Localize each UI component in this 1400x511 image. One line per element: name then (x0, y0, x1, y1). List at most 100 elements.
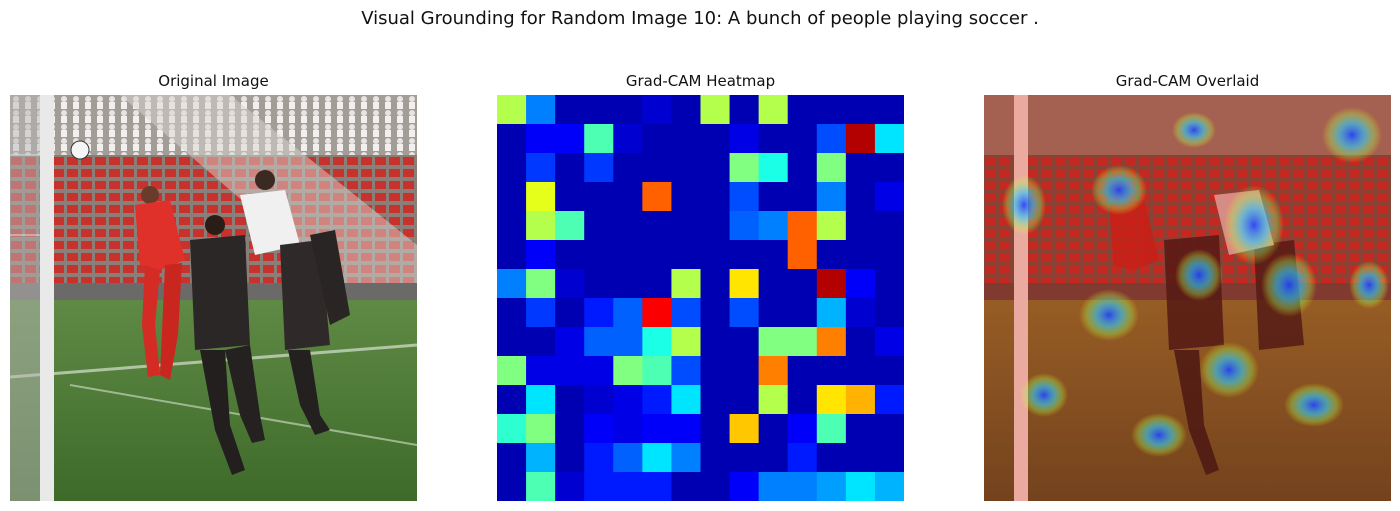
heatmap-cell (700, 385, 731, 415)
heatmap-cell (671, 327, 702, 357)
original-image (10, 95, 417, 501)
heatmap-cell (787, 298, 818, 328)
heatmap-cell (642, 327, 673, 357)
heatmap-cell (671, 95, 702, 125)
heatmap-cell (555, 182, 585, 212)
heatmap-cell (613, 298, 643, 328)
heatmap-cell (845, 182, 876, 212)
heatmap-cell (584, 414, 614, 444)
heatmap-cell (816, 240, 847, 270)
heatmap-cell (758, 443, 789, 473)
heatmap-cell (584, 356, 614, 386)
heatmap-cell (787, 211, 818, 241)
heatmap-cell (613, 153, 643, 183)
heatmap-cell (758, 240, 789, 270)
heatmap-cell (555, 269, 585, 299)
heatmap-cell (671, 211, 702, 241)
heatmap-cell (526, 385, 556, 415)
heatmap-cell (816, 182, 847, 212)
heatmap-cell (874, 124, 904, 154)
heatmap-cell (787, 356, 818, 386)
heatmap-cell (584, 153, 614, 183)
heatmap-cell (845, 211, 876, 241)
heatmap-cell (642, 182, 673, 212)
heatmap-cell (671, 269, 702, 299)
heatmap-cell (642, 211, 673, 241)
heatmap-cell (671, 443, 702, 473)
heatmap-cell (671, 182, 702, 212)
overlay-title: Grad-CAM Overlaid (1115, 72, 1260, 90)
heatmap-cell (874, 327, 904, 357)
heatmap-cell (555, 124, 585, 154)
heatmap-cell (845, 472, 876, 501)
heatmap-cell (584, 95, 614, 125)
heatmap-cell (700, 298, 731, 328)
heatmap-cell (845, 443, 876, 473)
heatmap-cell (787, 385, 818, 415)
heatmap-cell (613, 414, 643, 444)
heatmap-cell (526, 153, 556, 183)
heatmap-cell (700, 211, 731, 241)
heatmap-cell (816, 472, 847, 501)
original-image-title: Original Image (158, 72, 269, 90)
heatmap-cell (555, 385, 585, 415)
heatmap-cell (787, 124, 818, 154)
heatmap-cell (816, 124, 847, 154)
heatmap-cell (642, 385, 673, 415)
heatmap-cell (700, 472, 731, 501)
heatmap-cell (700, 124, 731, 154)
heatmap-cell (526, 414, 556, 444)
heatmap-cell (526, 269, 556, 299)
heatmap-cell (729, 240, 760, 270)
heatmap-cell (497, 472, 527, 501)
heatmap-cell (526, 182, 556, 212)
heatmap-cell (758, 124, 789, 154)
heatmap-cell (642, 95, 673, 125)
heatmap-cell (613, 472, 643, 501)
heatmap-cell (555, 414, 585, 444)
soccer-ball (70, 140, 90, 160)
heatmap-cell (845, 356, 876, 386)
heatmap-cell (729, 385, 760, 415)
heatmap-cell (526, 356, 556, 386)
heatmap-cell (584, 211, 614, 241)
heatmap-title: Grad-CAM Heatmap (625, 72, 776, 90)
heatmap-cell (700, 95, 731, 125)
heatmap-cell (613, 356, 643, 386)
heatmap-cell (526, 443, 556, 473)
heatmap-cell (816, 327, 847, 357)
heatmap-cell (874, 153, 904, 183)
heatmap-cell (642, 356, 673, 386)
heatmap-cell (729, 95, 760, 125)
heatmap-cell (816, 443, 847, 473)
heatmap-cell (671, 472, 702, 501)
heatmap-cell (874, 211, 904, 241)
heatmap-cell (787, 472, 818, 501)
heatmap-cell (758, 153, 789, 183)
heatmap-cell (758, 472, 789, 501)
heatmap-cell (497, 385, 527, 415)
heatmap-cell (584, 298, 614, 328)
heatmap-cell (729, 472, 760, 501)
players (135, 170, 350, 475)
heatmap-cell (642, 269, 673, 299)
heatmap-cell (555, 240, 585, 270)
heatmap-cell (845, 269, 876, 299)
heatmap-cell (555, 327, 585, 357)
heatmap-cell (613, 240, 643, 270)
heatmap-cell (613, 124, 643, 154)
heatmap-cell (874, 95, 904, 125)
heatmap-cell (642, 443, 673, 473)
heatmap-cell (816, 95, 847, 125)
heatmap-cell (758, 327, 789, 357)
heatmap-cell (845, 327, 876, 357)
heatmap-cell (816, 269, 847, 299)
heatmap-cell (700, 153, 731, 183)
heatmap-cell (758, 182, 789, 212)
heatmap-cell (700, 240, 731, 270)
heatmap-cell (642, 414, 673, 444)
heatmap-cell (700, 182, 731, 212)
heatmap-cell (584, 269, 614, 299)
heatmap-cell (758, 414, 789, 444)
heatmap-cell (497, 298, 527, 328)
